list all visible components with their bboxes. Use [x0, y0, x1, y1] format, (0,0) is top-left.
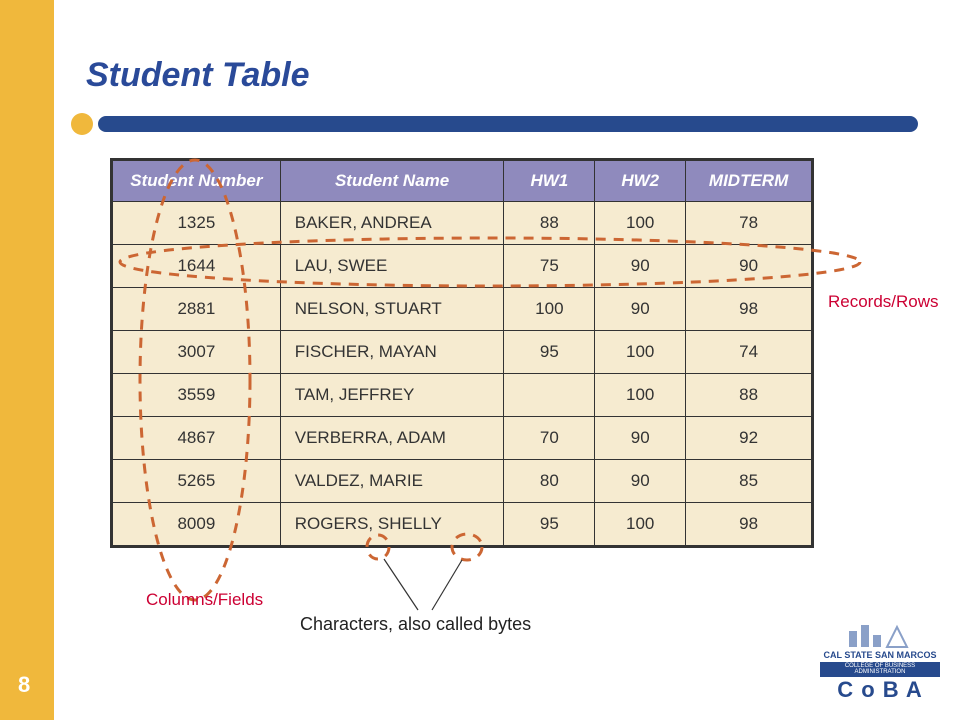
table-cell: 8009	[113, 503, 281, 546]
table-cell: 1325	[113, 202, 281, 245]
table-cell: 100	[595, 503, 686, 546]
table-cell: 98	[686, 288, 812, 331]
coba-logo: CAL STATE SAN MARCOS COLLEGE OF BUSINESS…	[820, 619, 940, 702]
table-row: 4867VERBERRA, ADAM709092	[113, 417, 812, 460]
table-row: 8009ROGERS, SHELLY9510098	[113, 503, 812, 546]
table-row: 3559TAM, JEFFREY 10088	[113, 374, 812, 417]
table-cell: 88	[504, 202, 595, 245]
title-underline	[60, 110, 920, 140]
table-cell: 4867	[113, 417, 281, 460]
student-table: Student NumberStudent NameHW1HW2MIDTERM1…	[110, 158, 814, 548]
table-cell: 5265	[113, 460, 281, 503]
table-cell: LAU, SWEE	[280, 245, 504, 288]
columns-annotation-label: Columns/Fields	[146, 590, 263, 610]
table-cell: 75	[504, 245, 595, 288]
logo-line2: COLLEGE OF BUSINESS ADMINISTRATION	[820, 662, 940, 677]
table-cell: 98	[686, 503, 812, 546]
table-cell: 3559	[113, 374, 281, 417]
table-cell: 90	[595, 288, 686, 331]
column-header: HW1	[504, 161, 595, 202]
table-cell: 90	[686, 245, 812, 288]
column-header: MIDTERM	[686, 161, 812, 202]
rows-annotation-label: Records/Rows	[828, 292, 939, 312]
table-row: 1644LAU, SWEE759090	[113, 245, 812, 288]
table-cell: 70	[504, 417, 595, 460]
table-cell: ROGERS, SHELLY	[280, 503, 504, 546]
table-cell: 3007	[113, 331, 281, 374]
logo-line3: C o B A	[820, 678, 940, 702]
table-cell: 80	[504, 460, 595, 503]
page-number: 8	[18, 672, 30, 698]
table-row: 1325BAKER, ANDREA8810078	[113, 202, 812, 245]
table-cell: 92	[686, 417, 812, 460]
table-cell: BAKER, ANDREA	[280, 202, 504, 245]
table-row: 2881NELSON, STUART1009098	[113, 288, 812, 331]
table-cell: 88	[686, 374, 812, 417]
table-row: 3007FISCHER, MAYAN9510074	[113, 331, 812, 374]
table-cell: TAM, JEFFREY	[280, 374, 504, 417]
table-cell: FISCHER, MAYAN	[280, 331, 504, 374]
logo-line1: CAL STATE SAN MARCOS	[820, 651, 940, 661]
table-cell: 95	[504, 503, 595, 546]
table-cell: 90	[595, 417, 686, 460]
column-header: Student Name	[280, 161, 504, 202]
table-cell: 100	[595, 374, 686, 417]
table-cell: 78	[686, 202, 812, 245]
table-cell: 100	[595, 202, 686, 245]
bytes-annotation-label: Characters, also called bytes	[300, 614, 531, 635]
table-cell: 100	[595, 331, 686, 374]
table-cell: 95	[504, 331, 595, 374]
table-cell: VERBERRA, ADAM	[280, 417, 504, 460]
table-cell: 90	[595, 460, 686, 503]
table-cell: VALDEZ, MARIE	[280, 460, 504, 503]
table-cell: 74	[686, 331, 812, 374]
table-cell: 90	[595, 245, 686, 288]
slide-title: Student Table	[86, 56, 310, 95]
left-sidebar	[0, 0, 54, 720]
column-header: HW2	[595, 161, 686, 202]
table-row: 5265VALDEZ, MARIE809085	[113, 460, 812, 503]
table-cell: 85	[686, 460, 812, 503]
slide-stage: Student Table Student NumberStudent Name…	[0, 0, 960, 720]
table-cell: 2881	[113, 288, 281, 331]
table-cell	[504, 374, 595, 417]
column-header: Student Number	[113, 161, 281, 202]
table-cell: 100	[504, 288, 595, 331]
table-cell: 1644	[113, 245, 281, 288]
table-cell: NELSON, STUART	[280, 288, 504, 331]
